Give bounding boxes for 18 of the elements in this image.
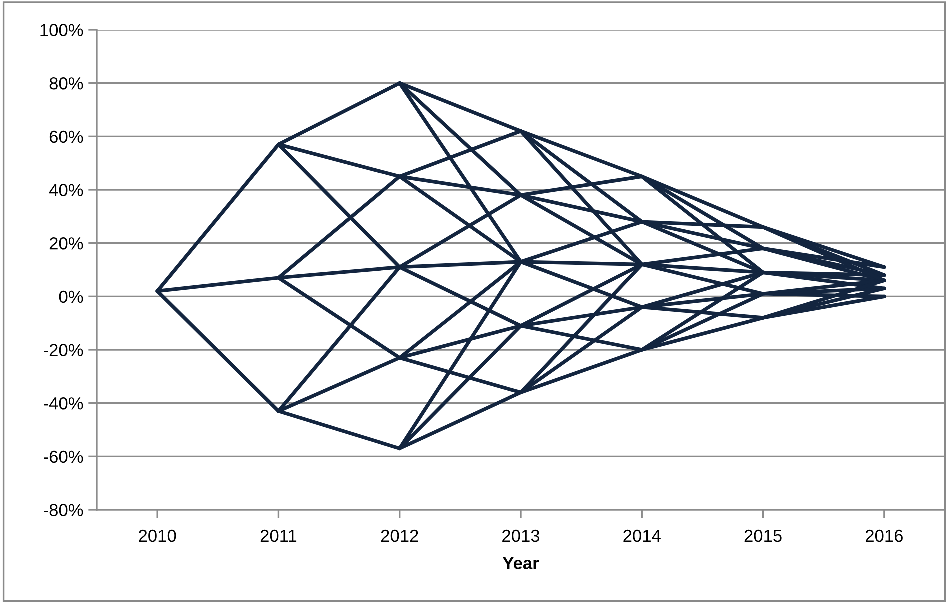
x-tick-label: 2011 bbox=[260, 530, 297, 542]
x-tick-label: 2015 bbox=[744, 530, 782, 542]
y-tick-label: 20% bbox=[50, 238, 84, 250]
y-tick-label: 80% bbox=[50, 78, 84, 90]
y-tick-label: 60% bbox=[50, 130, 84, 144]
y-tick-label: -40% bbox=[44, 398, 84, 410]
x-axis-title: Year bbox=[502, 557, 540, 570]
x-tick-label: 2012 bbox=[381, 530, 418, 542]
y-tick-label: 40% bbox=[49, 184, 84, 196]
x-tick-label: 2010 bbox=[139, 530, 176, 542]
y-tick-label: -20% bbox=[44, 344, 84, 356]
x-tick-label: 2016 bbox=[866, 530, 903, 542]
x-tick-label: 2013 bbox=[502, 530, 540, 542]
x-tick-label: 2014 bbox=[624, 530, 661, 542]
y-tick-label: 0% bbox=[59, 290, 84, 304]
y-tick-label: -80% bbox=[44, 504, 84, 516]
y-tick-label: -60% bbox=[44, 450, 84, 464]
y-tick-label: 100% bbox=[40, 24, 84, 36]
